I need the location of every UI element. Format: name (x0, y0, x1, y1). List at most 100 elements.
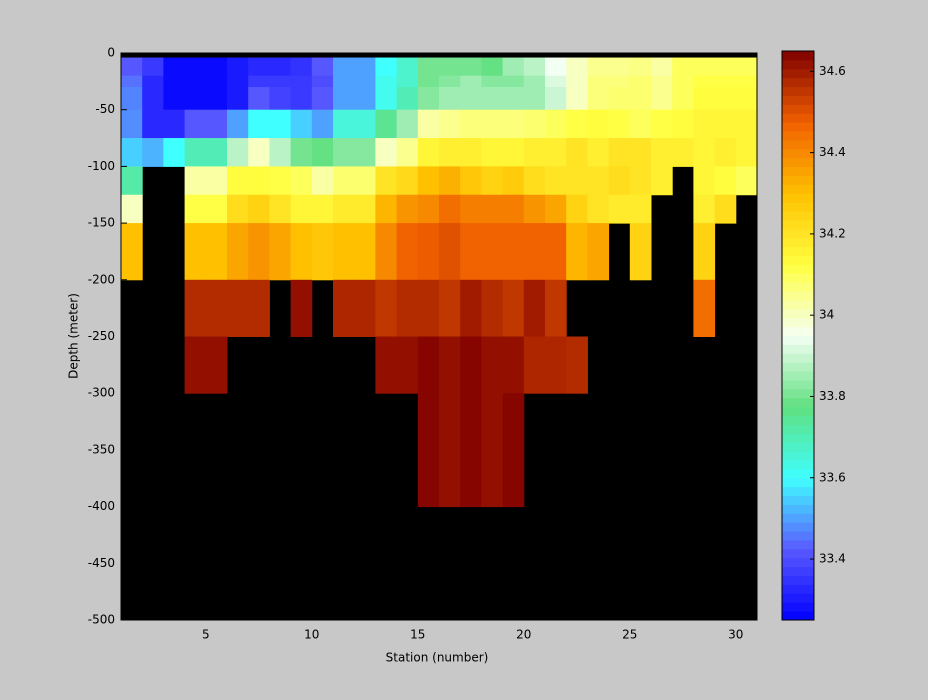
heatmap-cell (566, 87, 588, 111)
heatmap-cell (311, 223, 334, 281)
colorbar-band (782, 166, 814, 176)
colorbar-band (782, 202, 814, 212)
heatmap-cell (735, 109, 758, 139)
heatmap-cell (566, 57, 588, 77)
colorbar-band (782, 344, 814, 354)
heatmap-cell (545, 194, 567, 224)
heatmap-cell (290, 87, 313, 111)
heatmap-cell (375, 57, 398, 77)
heatmap-cell (735, 87, 758, 111)
colorbar-tick-label: 34.4 (819, 145, 846, 159)
heatmap-cell (354, 87, 376, 111)
y-tick-label: -300 (88, 386, 115, 400)
heatmap-cell (439, 194, 461, 224)
heatmap-cell (502, 166, 525, 196)
heatmap-cell (523, 87, 546, 111)
heatmap-cell (375, 75, 398, 88)
colorbar-band (782, 184, 814, 194)
heatmap-cell (290, 166, 313, 196)
heatmap-cell (693, 223, 716, 281)
heatmap-cell (184, 75, 207, 88)
colorbar-band (782, 353, 814, 363)
heatmap-cell (184, 87, 207, 111)
colorbar-band (782, 442, 814, 452)
heatmap-cell (269, 75, 292, 88)
heatmap-cell (523, 194, 546, 224)
colorbar-band (782, 415, 814, 425)
heatmap-cell (460, 336, 482, 394)
heatmap-cell (587, 57, 610, 77)
heatmap-cell (735, 138, 758, 167)
heatmap-cell (248, 75, 270, 88)
heatmap-cell (608, 109, 631, 139)
y-tick-label: -150 (88, 216, 115, 230)
heatmap-cell (248, 279, 270, 337)
heatmap-cell (481, 194, 504, 224)
heatmap-cell (502, 279, 525, 337)
heatmap-cell (354, 194, 376, 224)
heatmap-cell (523, 279, 546, 337)
colorbar-band (782, 335, 814, 345)
heatmap-cell (481, 87, 504, 111)
heatmap-cell (396, 87, 419, 111)
heatmap-cell (439, 223, 461, 281)
y-tick-label: -500 (88, 613, 115, 627)
heatmap-cell (417, 138, 440, 167)
heatmap-cell (545, 75, 567, 88)
colorbar-band (782, 388, 814, 399)
heatmap-cell (672, 109, 694, 139)
heatmap-cell (523, 57, 546, 77)
heatmap-cell (163, 57, 186, 77)
heatmap-cell (672, 138, 694, 167)
heatmap-cell (205, 75, 228, 88)
colorbar-band (782, 131, 814, 141)
heatmap-cell (333, 223, 355, 281)
colorbar-band (782, 291, 814, 301)
heatmap-cell (587, 109, 610, 139)
heatmap-cell (354, 279, 376, 337)
heatmap-cell (481, 75, 504, 88)
heatmap-cell (354, 138, 376, 167)
heatmap-cell (714, 75, 737, 88)
x-tick-label: 15 (410, 628, 425, 642)
colorbar-band (782, 193, 814, 203)
heatmap-cell (142, 138, 164, 167)
heatmap-cell (460, 166, 482, 196)
heatmap-cell (566, 336, 588, 394)
colorbar-band (782, 486, 814, 497)
colorbar-band (782, 584, 814, 594)
colorbar-band (782, 86, 814, 96)
heatmap-cell (333, 109, 355, 139)
heatmap-cell (333, 194, 355, 224)
heatmap-cell (375, 87, 398, 111)
heatmap-cell (714, 109, 737, 139)
heatmap-cell (566, 223, 588, 281)
heatmap-cell (248, 223, 270, 281)
heatmap-cell (396, 109, 419, 139)
heatmap-cell (311, 138, 334, 167)
heatmap-cell (396, 138, 419, 167)
colorbar-band (782, 228, 814, 239)
colorbar-band (782, 539, 814, 550)
heatmap-cell (439, 75, 461, 88)
heatmap-cell (142, 57, 164, 77)
heatmap-cell (205, 223, 228, 281)
heatmap-cell (502, 109, 525, 139)
heatmap-cell (184, 109, 207, 139)
heatmap-cell (396, 57, 419, 77)
colorbar-band (782, 95, 814, 105)
colorbar-band (782, 246, 814, 256)
colorbar-band (782, 548, 814, 559)
colorbar-band (782, 211, 814, 221)
heatmap-cell (481, 138, 504, 167)
heatmap-cell (651, 166, 673, 196)
heatmap-cell (163, 109, 186, 139)
heatmap-cell (587, 75, 610, 88)
heatmap-cell (205, 87, 228, 111)
colorbar-band (782, 59, 814, 70)
colorbar-tick-label: 34.2 (819, 226, 846, 240)
heatmap-cell (417, 194, 440, 224)
colorbar-band (782, 237, 814, 248)
heatmap-cell (354, 57, 376, 77)
